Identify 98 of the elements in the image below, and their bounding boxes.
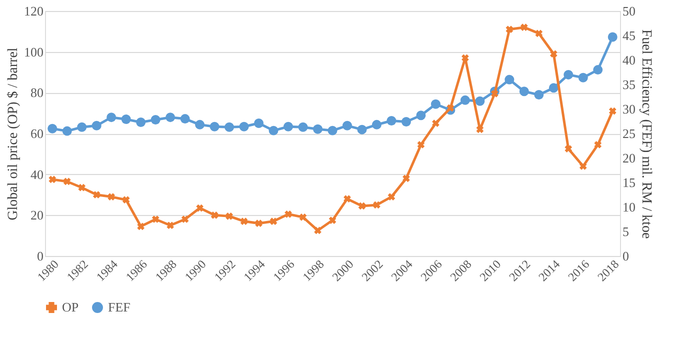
point <box>284 122 294 132</box>
y2-tick-label: 0 <box>622 248 629 264</box>
legend-label: OP <box>62 300 79 315</box>
y-tick-label: 20 <box>30 208 44 223</box>
point <box>608 107 616 115</box>
point <box>122 196 130 204</box>
point <box>239 122 249 132</box>
point <box>594 141 602 148</box>
point <box>92 191 100 198</box>
point <box>491 90 498 98</box>
point <box>386 116 396 126</box>
point <box>328 216 336 224</box>
point <box>344 195 351 203</box>
point <box>402 174 410 182</box>
point <box>446 104 454 112</box>
point <box>358 202 366 210</box>
point <box>77 122 87 132</box>
legend-label: FEF <box>108 300 130 315</box>
point <box>166 112 176 122</box>
point <box>593 65 603 75</box>
point <box>578 72 588 82</box>
point <box>299 214 307 221</box>
point <box>240 218 248 225</box>
point <box>608 32 618 42</box>
point <box>401 117 411 126</box>
point <box>180 114 190 124</box>
point <box>121 114 131 124</box>
point <box>564 145 572 152</box>
point <box>432 120 440 127</box>
point <box>210 211 218 219</box>
point <box>92 120 102 130</box>
y2-tick-label: 45 <box>622 28 636 43</box>
point <box>373 201 380 209</box>
y-tick-label: 40 <box>30 166 44 182</box>
point <box>550 50 558 58</box>
point <box>195 120 205 130</box>
y2-tick-label: 25 <box>622 126 636 141</box>
point <box>284 210 292 218</box>
point <box>210 122 220 132</box>
y-tick-label: 0 <box>37 248 44 264</box>
y2-tick-label: 40 <box>622 52 636 68</box>
point <box>314 226 322 234</box>
point <box>63 178 71 186</box>
y-tick-label: 60 <box>30 126 44 141</box>
point <box>475 96 485 106</box>
point <box>579 162 587 170</box>
y-tick-label: 80 <box>30 85 44 100</box>
y2-tick-label: 15 <box>622 175 636 190</box>
y-axis-title: Global oil price (OP) $ / barrel <box>6 48 21 220</box>
point <box>78 184 86 192</box>
point <box>534 90 544 100</box>
y2-tick-label: 50 <box>622 4 636 18</box>
point <box>298 122 308 132</box>
point <box>136 117 146 127</box>
y2-axis-title: Fuel Efficiency (FEF) mil. RM / ktoe <box>638 29 654 239</box>
y2-tick-label: 35 <box>622 77 636 92</box>
point <box>181 216 189 223</box>
point <box>254 118 264 128</box>
point <box>150 115 160 125</box>
point <box>313 124 322 134</box>
y2-tick-label: 10 <box>622 200 636 214</box>
point <box>48 124 58 134</box>
point <box>268 126 278 136</box>
point <box>342 120 352 130</box>
point <box>417 141 425 148</box>
point <box>564 70 574 80</box>
point <box>372 120 382 130</box>
point <box>519 86 529 96</box>
point <box>137 222 145 230</box>
point <box>535 30 543 38</box>
y-tick-label: 120 <box>24 4 44 18</box>
point <box>520 24 528 32</box>
point <box>226 212 233 220</box>
point <box>476 126 484 134</box>
point <box>548 83 558 93</box>
point <box>460 95 470 105</box>
point <box>62 126 72 136</box>
point <box>166 222 174 230</box>
point <box>416 110 426 120</box>
point <box>48 176 56 184</box>
point <box>108 193 116 200</box>
point <box>270 218 278 225</box>
point <box>152 216 160 223</box>
point <box>224 122 234 132</box>
point <box>357 124 367 134</box>
point <box>506 26 514 34</box>
y2-tick-label: 5 <box>622 224 629 239</box>
point <box>255 220 262 228</box>
point <box>388 193 396 200</box>
point <box>462 54 469 62</box>
point <box>430 99 440 109</box>
point <box>504 74 514 84</box>
point <box>328 126 338 136</box>
y-tick-label: 100 <box>24 44 44 60</box>
y2-tick-label: 30 <box>622 102 636 116</box>
point <box>106 112 116 122</box>
point <box>196 204 204 212</box>
y2-tick-label: 20 <box>622 150 636 166</box>
